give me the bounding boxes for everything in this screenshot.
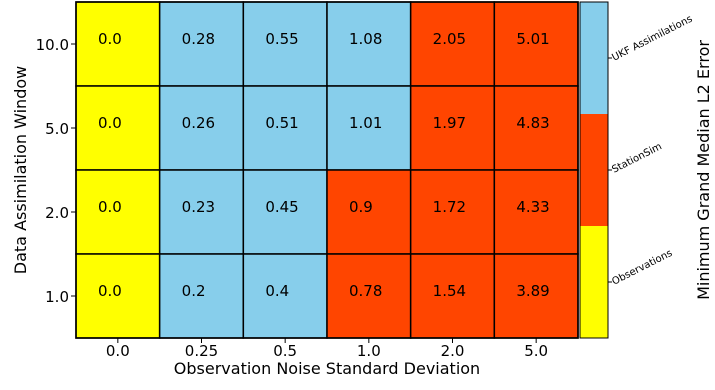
cell-value-label: 0.0 — [98, 282, 122, 300]
cell-value-label: 0.78 — [349, 282, 382, 300]
colorbar-title: Minimum Grand Median L2 Error — [694, 40, 713, 300]
colorbar-segment — [580, 226, 608, 338]
colorbar: UKF Assimilations StationSim Observations — [579, 1, 694, 339]
colorbar-segment — [580, 2, 608, 114]
colorbar-label: Observations — [610, 248, 674, 288]
colorbar-label: UKF Assimilations — [610, 14, 694, 64]
heatmap-cell — [75, 253, 161, 339]
cell-value-label: 4.83 — [516, 114, 549, 132]
cell-value-label: 0.55 — [265, 30, 298, 48]
colorbar-label: StationSim — [610, 141, 663, 176]
cell-value-label: 0.51 — [265, 114, 298, 132]
y-tick-label: 2.0 — [45, 204, 69, 222]
x-tick-label: 1.0 — [357, 342, 381, 360]
heatmap-cell — [493, 85, 579, 171]
heatmap-cell — [409, 253, 496, 339]
cell-value-label: 0.0 — [98, 198, 122, 216]
x-tick-label: 0.0 — [106, 342, 130, 360]
heatmap-cell — [326, 85, 412, 171]
cell-value-label: 0.28 — [182, 30, 215, 48]
cell-value-label: 0.45 — [265, 198, 298, 216]
heatmap-cell — [242, 253, 328, 339]
heatmap-cell — [493, 1, 579, 87]
cell-value-label: 5.01 — [516, 30, 549, 48]
cell-value-label: 0.2 — [182, 282, 206, 300]
cell-value-label: 0.9 — [349, 198, 373, 216]
heatmap-cell — [158, 169, 245, 255]
colorbar-segment — [580, 114, 608, 226]
heatmap-cells — [75, 1, 579, 339]
cell-value-label: 0.0 — [98, 30, 122, 48]
x-tick-label: 5.0 — [524, 342, 548, 360]
colorbar-frame — [579, 1, 609, 339]
y-axis-title: Data Assimilation Window — [11, 66, 30, 274]
cell-value-label: 1.01 — [349, 114, 382, 132]
cell-value-label: 0.26 — [182, 114, 215, 132]
heatmap-cell — [326, 169, 412, 255]
cell-value-label: 1.08 — [349, 30, 382, 48]
cell-value-label: 4.33 — [516, 198, 549, 216]
x-axis: 0.0 0.25 0.5 1.0 2.0 5.0 — [106, 338, 548, 360]
heatmap-cell — [75, 1, 161, 87]
y-tick-label: 1.0 — [45, 288, 69, 306]
cell-value-label: 0.23 — [182, 198, 215, 216]
x-tick-label: 0.25 — [185, 342, 218, 360]
plot-frame — [75, 1, 579, 339]
y-tick-label: 5.0 — [45, 120, 69, 138]
y-axis: 10.0 5.0 2.0 1.0 — [36, 36, 76, 306]
heatmap-cell — [326, 253, 412, 339]
heatmap-cell — [158, 253, 245, 339]
cell-value-label: 0.4 — [265, 282, 289, 300]
cell-value-label: 2.05 — [433, 30, 466, 48]
x-tick-label: 0.5 — [273, 342, 297, 360]
heatmap-cell — [493, 169, 579, 255]
cell-value-label: 1.72 — [433, 198, 466, 216]
heatmap-cell — [158, 85, 245, 171]
x-tick-label: 2.0 — [441, 342, 465, 360]
cell-value-label: 0.0 — [98, 114, 122, 132]
cell-value-label: 3.89 — [516, 282, 549, 300]
x-axis-title: Observation Noise Standard Deviation — [174, 359, 480, 378]
cell-value-labels: 0.0 0.28 0.55 1.08 2.05 5.01 0.0 0.26 0.51 1.01 1.… — [98, 30, 550, 300]
heatmap-cell — [158, 1, 245, 87]
heatmap-cell — [409, 169, 496, 255]
cell-value-label: 1.54 — [433, 282, 466, 300]
y-tick-label: 10.0 — [36, 36, 69, 54]
cell-value-label: 1.97 — [433, 114, 466, 132]
